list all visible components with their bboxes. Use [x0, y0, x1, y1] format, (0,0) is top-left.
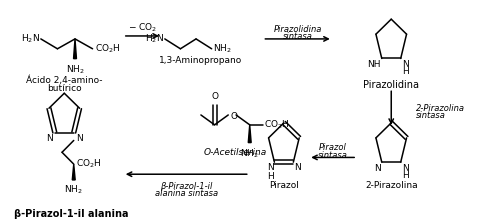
Text: 2-Pirazolina: 2-Pirazolina — [416, 103, 465, 112]
Text: N: N — [266, 163, 274, 172]
Text: H: H — [402, 67, 408, 76]
Text: sintasa: sintasa — [318, 151, 348, 160]
Text: Pirazol: Pirazol — [269, 181, 299, 190]
Polygon shape — [74, 39, 76, 59]
Text: O-Acetilserina: O-Acetilserina — [204, 148, 266, 157]
Text: N: N — [402, 60, 408, 69]
Text: H$_2$N: H$_2$N — [145, 33, 164, 45]
Text: CO$_2$H: CO$_2$H — [94, 43, 120, 55]
Text: O: O — [211, 92, 218, 101]
Text: N: N — [294, 163, 301, 172]
Text: NH: NH — [368, 60, 381, 69]
Text: CO$_2$H: CO$_2$H — [264, 118, 290, 131]
Text: Pirazolidina: Pirazolidina — [274, 25, 322, 34]
Text: N: N — [46, 134, 53, 142]
Text: N: N — [374, 164, 381, 173]
Text: sintasa: sintasa — [416, 112, 446, 121]
Text: Ácido 2,4-amino-: Ácido 2,4-amino- — [26, 75, 102, 85]
Text: $-$ CO$_2$: $-$ CO$_2$ — [128, 22, 157, 34]
Text: 2-Pirazolina: 2-Pirazolina — [365, 181, 418, 190]
Text: sintasa: sintasa — [282, 32, 312, 41]
Text: Pirazol: Pirazol — [318, 143, 346, 152]
Text: β-Pirazol-1-il: β-Pirazol-1-il — [160, 182, 212, 191]
Text: N: N — [402, 164, 408, 173]
Text: H$_2$N: H$_2$N — [21, 33, 40, 45]
Text: NH$_2$: NH$_2$ — [240, 148, 259, 160]
Polygon shape — [72, 164, 75, 180]
Text: Pirazolidina: Pirazolidina — [363, 80, 419, 90]
Text: 1,3-Aminopropano: 1,3-Aminopropano — [160, 56, 242, 65]
Text: NH$_2$: NH$_2$ — [66, 64, 84, 76]
Text: alanina sintasa: alanina sintasa — [154, 189, 218, 198]
Text: H: H — [266, 172, 274, 181]
Text: NH$_2$: NH$_2$ — [64, 184, 83, 196]
Text: butírico: butírico — [47, 84, 82, 93]
Text: NH$_2$: NH$_2$ — [212, 43, 231, 55]
Text: CO$_2$H: CO$_2$H — [76, 158, 102, 170]
Text: N: N — [76, 134, 82, 142]
Polygon shape — [248, 125, 251, 143]
Text: O: O — [230, 112, 237, 121]
Text: β-Pirazol-1-il alanina: β-Pirazol-1-il alanina — [14, 209, 128, 219]
Text: H: H — [402, 171, 408, 180]
